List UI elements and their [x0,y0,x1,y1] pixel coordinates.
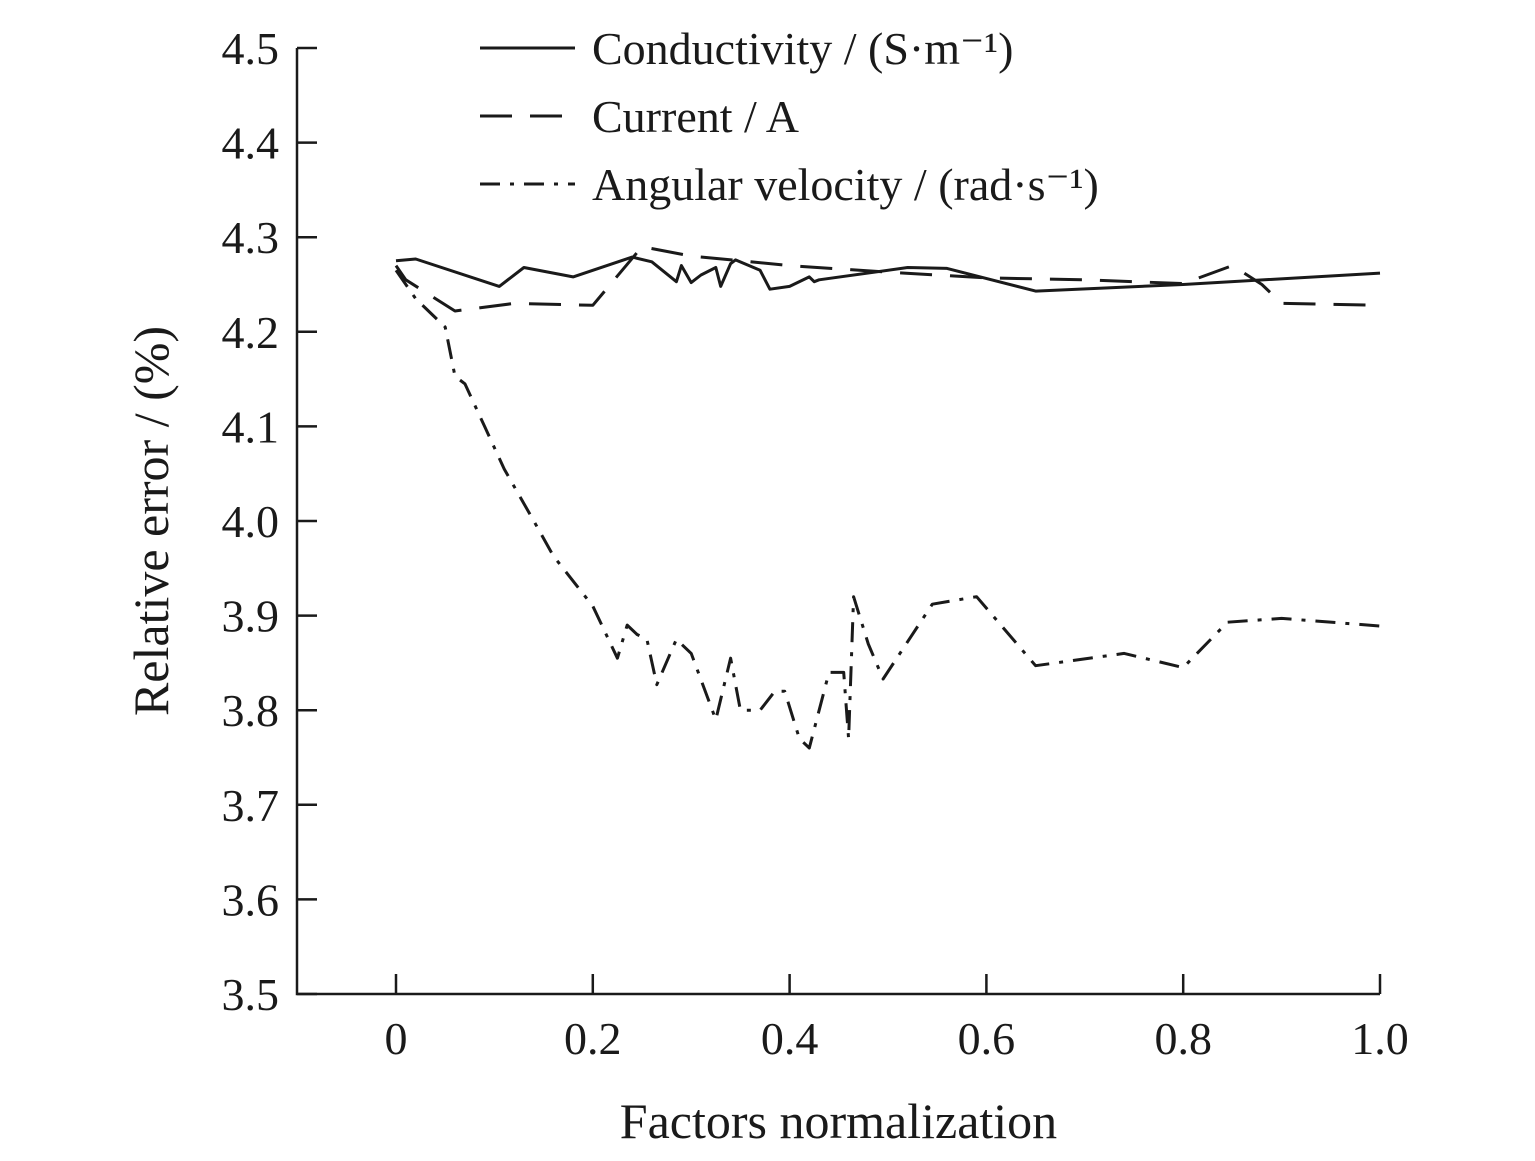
x-tick-label: 0.2 [564,1013,622,1064]
legend: Conductivity / (S·m⁻¹) Current / A Angular… [480,23,1099,210]
y-tick-label: 3.6 [222,874,280,925]
x-tick-label: 0.4 [761,1013,819,1064]
y-tick-label: 4.3 [222,212,280,263]
y-tick-label: 3.7 [222,780,280,831]
y-axis-title: Relative error / (%) [123,326,179,716]
x-axis-title: Factors normalization [620,1093,1057,1149]
y-tick-label: 4.1 [222,401,280,452]
y-tick-label: 3.8 [222,685,280,736]
y-tick-label: 3.9 [222,591,280,642]
legend-label: Current / A [592,91,799,142]
y-tick-label: 4.2 [222,307,280,358]
x-tick-label: 0 [385,1013,408,1064]
x-tick-label: 0.8 [1154,1013,1212,1064]
axes: 3.5 3.6 3.7 3.8 3.9 4.0 4.1 4.2 4.3 4.4 4.5 0 0.2 0.4… [222,23,1409,1064]
series-line-dashed [394,245,1381,313]
x-tick-label: 0.6 [958,1013,1016,1064]
x-tick-label: 1.0 [1351,1013,1409,1064]
y-tick-label: 4.4 [222,118,280,169]
legend-label: Angular velocity / (rad·s⁻¹) [592,159,1099,210]
series-line-dashdot [394,269,1381,750]
legend-label: Conductivity / (S·m⁻¹) [592,23,1013,74]
y-tick-label: 4.0 [222,496,280,547]
y-tick-label: 4.5 [222,23,280,74]
series-line-solid [395,255,1381,293]
y-tick-label: 3.5 [222,969,280,1020]
series-group [394,245,1381,750]
